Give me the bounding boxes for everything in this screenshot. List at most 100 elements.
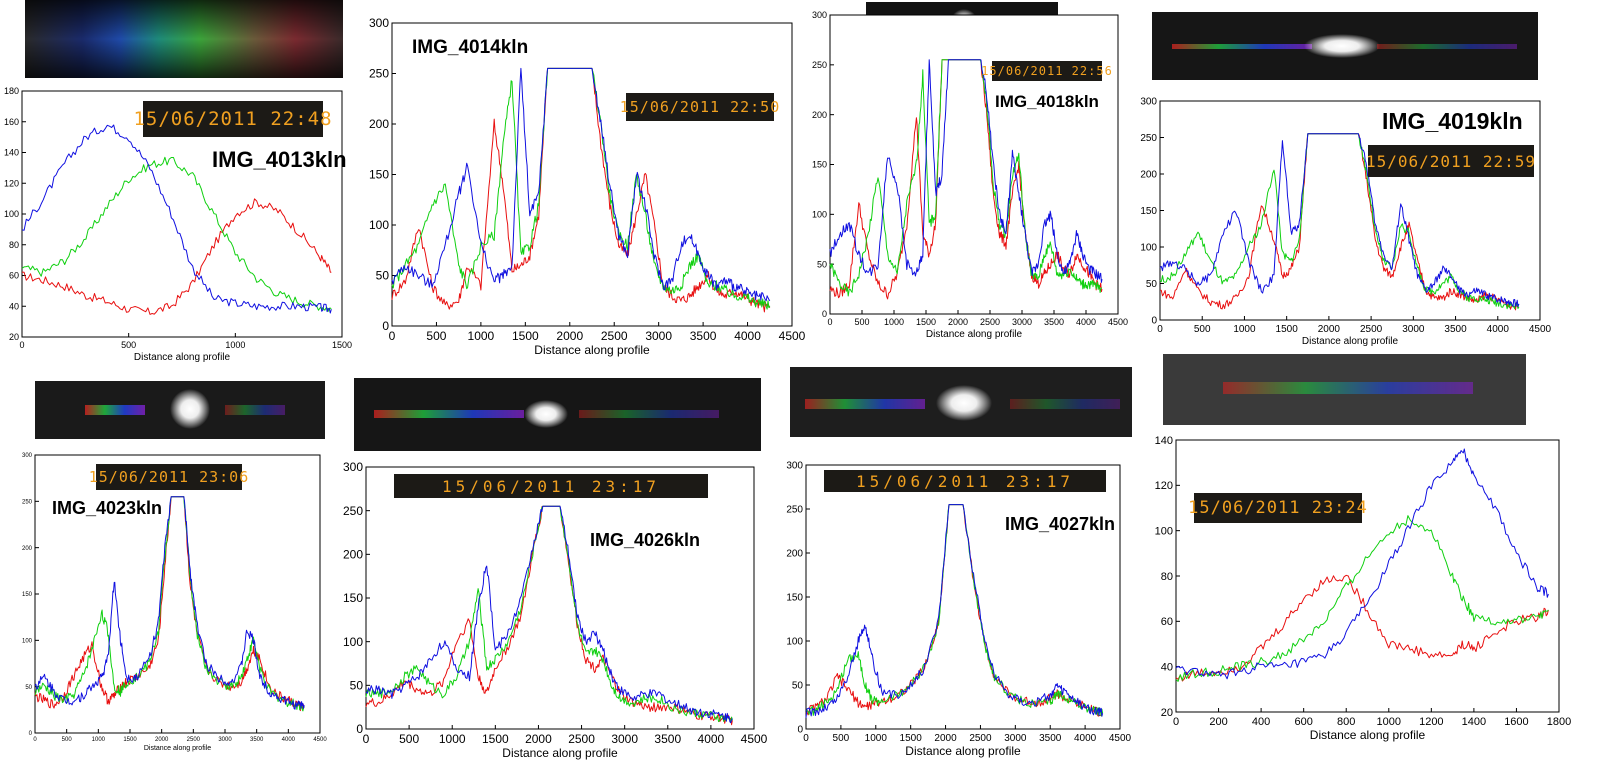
x-axis-label: Distance along profile: [502, 746, 618, 760]
x-axis-label: Distance along profile: [134, 352, 231, 363]
plot-frame: [1175, 439, 1560, 713]
blue-series-line: [805, 504, 1104, 718]
y-tick-label: 100: [343, 635, 363, 649]
y-tick-label: 150: [786, 593, 803, 604]
y-tick-label: 80: [9, 240, 19, 250]
y-tick-label: 0: [29, 731, 33, 737]
y-tick-label: 250: [22, 499, 33, 505]
x-tick-label: 4000: [282, 737, 296, 743]
image-label: IMG_4014kln: [412, 37, 529, 58]
x-tick-label: 200: [1209, 716, 1227, 728]
y-tick-label: 200: [343, 548, 363, 562]
x-tick-label: 2500: [980, 317, 1000, 327]
blue-series-line: [34, 496, 305, 710]
spectrum-photo-strip: [1163, 354, 1526, 425]
x-tick-label: 1500: [512, 329, 539, 343]
timestamp-label: 15/06/2011 23:06: [89, 464, 248, 490]
y-tick-label: 100: [1155, 526, 1173, 538]
y-tick-label: 300: [369, 16, 389, 30]
x-tick-label: 4500: [779, 329, 806, 343]
timestamp-label: 15/06/2011 22:56: [981, 61, 1112, 81]
x-tick-label: 500: [1194, 324, 1211, 335]
y-tick-label: 0: [822, 309, 827, 319]
x-tick-label: 4000: [1076, 317, 1096, 327]
y-tick-label: 100: [1140, 243, 1157, 254]
y-tick-label: 50: [792, 681, 804, 692]
blue-series-line: [1159, 133, 1520, 308]
x-tick-label: 1200: [1419, 716, 1443, 728]
timestamp-label: 15/06/2011 22:50: [620, 93, 779, 121]
blue-series-line: [365, 505, 733, 724]
y-tick-label: 200: [812, 110, 827, 120]
timestamp-label: 15/06/2011 23:24: [1188, 493, 1367, 523]
x-tick-label: 0: [827, 317, 832, 327]
x-tick-label: 500: [121, 340, 136, 350]
x-tick-label: 500: [833, 733, 850, 744]
timestamp-label: 15/06/2011 23:17: [394, 474, 708, 498]
y-tick-label: 250: [343, 504, 363, 518]
x-tick-label: 3000: [611, 732, 638, 746]
x-axis-label: Distance along profile: [1302, 336, 1399, 347]
y-tick-label: 0: [1151, 316, 1157, 327]
x-tick-label: 2500: [187, 737, 201, 743]
x-axis-label: Distance along profile: [926, 329, 1023, 340]
image-label: IMG_4018kln: [995, 92, 1099, 111]
spectrum-photo-strip: [354, 378, 761, 451]
timestamp-label: 15/06/2011 23:17: [824, 470, 1106, 492]
y-tick-label: 20: [1161, 707, 1173, 719]
y-tick-label: 100: [812, 209, 827, 219]
x-tick-label: 3000: [645, 329, 672, 343]
y-tick-label: 80: [1161, 571, 1173, 583]
green-series-line: [1175, 515, 1549, 682]
x-tick-label: 2000: [525, 732, 552, 746]
spectrum-photo-strip: [790, 367, 1132, 437]
x-tick-label: 3500: [250, 737, 264, 743]
y-tick-label: 160: [4, 117, 19, 127]
blue-series-line: [391, 67, 771, 302]
y-tick-label: 50: [376, 269, 390, 283]
x-tick-label: 2000: [948, 317, 968, 327]
x-axis-label: Distance along profile: [1310, 728, 1426, 742]
x-tick-label: 3000: [1012, 317, 1032, 327]
blue-series-line: [1175, 448, 1549, 680]
y-tick-label: 100: [4, 209, 19, 219]
blue-series-line: [829, 59, 1103, 283]
y-tick-label: 300: [1140, 97, 1157, 108]
x-tick-label: 2000: [556, 329, 583, 343]
y-tick-label: 250: [369, 67, 389, 81]
y-tick-label: 50: [817, 259, 827, 269]
timestamp-label: 15/06/2011 22:48: [133, 101, 332, 137]
y-tick-label: 200: [1140, 170, 1157, 181]
x-tick-label: 1500: [332, 340, 352, 350]
y-tick-label: 60: [1161, 616, 1173, 628]
x-tick-label: 1600: [1504, 716, 1528, 728]
x-tick-label: 0: [33, 737, 37, 743]
x-tick-label: 3500: [1039, 733, 1062, 744]
image-label: IMG_4013kln: [212, 147, 347, 172]
x-tick-label: 3500: [1044, 317, 1064, 327]
x-tick-label: 500: [854, 317, 869, 327]
y-tick-label: 200: [22, 546, 33, 552]
x-tick-label: 4500: [1109, 733, 1132, 744]
x-tick-label: 1000: [92, 737, 106, 743]
x-tick-label: 1500: [900, 733, 923, 744]
y-tick-label: 50: [350, 679, 364, 693]
y-tick-label: 0: [797, 725, 803, 736]
green-series-line: [391, 67, 771, 310]
x-tick-label: 3000: [218, 737, 232, 743]
y-tick-label: 150: [812, 160, 827, 170]
x-tick-label: 2500: [1360, 324, 1383, 335]
x-tick-label: 4000: [698, 732, 725, 746]
x-tick-label: 1000: [1233, 324, 1256, 335]
x-tick-label: 2000: [934, 733, 957, 744]
chart-img-4027: 0 500 1000 1500 2000 2500 3000 3500 4000 4500 0 50 1…: [786, 461, 1131, 759]
y-tick-label: 150: [1140, 206, 1157, 217]
x-tick-label: 600: [1294, 716, 1312, 728]
x-tick-label: 0: [1173, 716, 1179, 728]
x-tick-label: 1000: [468, 329, 495, 343]
y-tick-label: 100: [369, 218, 389, 232]
y-tick-label: 40: [1161, 662, 1173, 674]
x-tick-label: 4500: [1108, 317, 1128, 327]
x-tick-label: 1500: [1276, 324, 1299, 335]
x-tick-label: 4000: [734, 329, 761, 343]
